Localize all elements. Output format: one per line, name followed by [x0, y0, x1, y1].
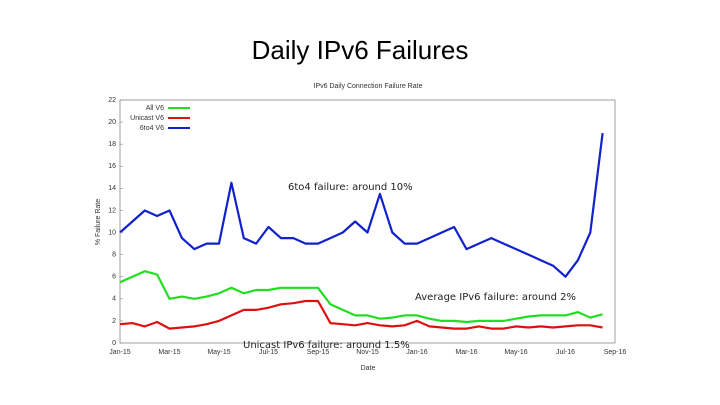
- x-tick-label: Jan-15: [109, 349, 131, 356]
- line-series: [119, 299, 603, 330]
- y-tick-label: 20: [108, 119, 116, 126]
- x-tick-label: Nov-15: [356, 349, 379, 356]
- y-tick-label: 6: [112, 274, 116, 281]
- annotation: 6to4 failure: around 10%: [288, 182, 413, 193]
- y-tick-label: 8: [112, 251, 116, 258]
- x-axis-label: Date: [361, 365, 376, 372]
- legend-label: All V6: [146, 105, 164, 112]
- legend-label: 6to4 V6: [140, 125, 164, 132]
- x-tick-label: Sep-15: [307, 349, 330, 356]
- y-tick-label: 12: [108, 207, 116, 214]
- line-series: [119, 132, 604, 278]
- y-tick-label: 4: [112, 296, 116, 303]
- y-tick-label: 10: [108, 229, 116, 236]
- chart-title: IPv6 Daily Connection Failure Rate: [314, 83, 423, 90]
- x-tick-label: May-16: [504, 349, 527, 356]
- plot-area: [119, 132, 604, 330]
- line-series: [119, 270, 603, 324]
- x-tick-label: May-15: [207, 349, 230, 356]
- slide-title: Daily IPv6 Failures: [252, 35, 469, 65]
- x-tick-label: Sep-16: [604, 349, 627, 356]
- x-tick-label: Jul-15: [259, 349, 278, 356]
- y-tick-label: 0: [112, 340, 116, 347]
- y-tick-label: 18: [108, 141, 116, 148]
- x-tick-label: Mar-16: [455, 349, 477, 356]
- y-axis-label: % Failure Rate: [95, 199, 102, 245]
- legend-label: Unicast V6: [130, 115, 164, 122]
- plot-frame: [119, 99, 616, 344]
- x-tick-label: Mar-15: [158, 349, 180, 356]
- y-tick-label: 16: [108, 163, 116, 170]
- annotation: Unicast IPv6 failure: around 1.5%: [243, 340, 410, 351]
- y-tick-label: 14: [108, 185, 116, 192]
- y-tick-label: 22: [108, 97, 116, 104]
- annotation: Average IPv6 failure: around 2%: [415, 292, 576, 303]
- x-tick-label: Jul-16: [556, 349, 575, 356]
- y-tick-label: 2: [112, 318, 116, 325]
- x-tick-label: Jan-16: [406, 349, 428, 356]
